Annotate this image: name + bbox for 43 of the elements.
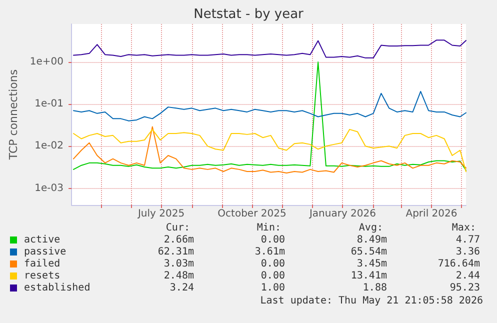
y-axis-title: TCP connections	[7, 69, 20, 161]
text: 62.31m	[158, 246, 194, 258]
line-series	[72, 90, 466, 122]
text: 8.49m	[356, 234, 387, 246]
text: 0.00	[260, 234, 285, 246]
line-series	[72, 62, 466, 171]
x-tick-label: April 2026	[406, 208, 458, 220]
text: Avg:	[358, 222, 383, 234]
text: 1.00	[260, 282, 285, 294]
y-tick-label: 1e-01	[34, 98, 64, 110]
text: Min:	[256, 222, 281, 234]
y-tick-label: 1e-03	[34, 182, 64, 194]
text: Last update: Thu May 21 21:05:58 2026	[260, 296, 483, 306]
x-tick-label: July 2025	[136, 208, 185, 220]
text: 65.54m	[350, 246, 387, 258]
legend-label: passive	[24, 246, 66, 258]
legend-label: resets	[24, 270, 60, 282]
legend-label: established	[24, 282, 90, 294]
line-series	[72, 40, 466, 58]
text: 2.44	[456, 270, 480, 282]
text: 2.48m	[164, 270, 194, 282]
text: Cur:	[166, 222, 190, 234]
y-tick-label: 1e+00	[30, 56, 64, 68]
text: 3.36	[456, 246, 480, 258]
text: 3.24	[170, 282, 194, 294]
text: 95.23	[450, 282, 480, 294]
text: 3.61m	[254, 246, 285, 258]
legend-label: failed	[24, 258, 60, 270]
chart-title: Netstat - by year	[194, 7, 304, 22]
text: Max:	[452, 222, 476, 234]
x-tick-label: October 2025	[218, 208, 286, 220]
text: 13.41m	[350, 270, 387, 282]
text: 0.00	[260, 270, 285, 282]
text: 4.77	[456, 234, 480, 246]
text: 0.00	[260, 258, 285, 270]
legend-label: active	[24, 234, 60, 246]
text: 716.64m	[438, 258, 480, 270]
y-tick-label: 1e-02	[34, 140, 64, 152]
x-tick-label: January 2026	[308, 208, 376, 220]
text: 2.66m	[164, 234, 194, 246]
text: 3.03m	[164, 258, 194, 270]
text: 3.45m	[356, 258, 387, 270]
text: 1.88	[362, 282, 387, 294]
